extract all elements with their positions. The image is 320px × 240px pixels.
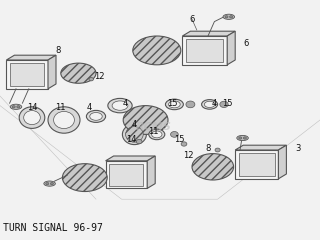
Polygon shape bbox=[278, 145, 286, 179]
Bar bbox=[186, 39, 223, 62]
Ellipse shape bbox=[24, 111, 40, 125]
Bar bbox=[6, 60, 48, 89]
Circle shape bbox=[46, 182, 49, 185]
Text: 6: 6 bbox=[189, 15, 195, 24]
Ellipse shape bbox=[53, 111, 75, 129]
Ellipse shape bbox=[123, 106, 168, 134]
Circle shape bbox=[89, 78, 93, 81]
Ellipse shape bbox=[126, 127, 143, 142]
Text: 12: 12 bbox=[94, 72, 104, 81]
Text: 8: 8 bbox=[205, 144, 211, 153]
Text: 11: 11 bbox=[56, 103, 66, 113]
Circle shape bbox=[229, 16, 233, 18]
Text: 6: 6 bbox=[244, 39, 249, 48]
Text: 4: 4 bbox=[87, 103, 92, 113]
Polygon shape bbox=[6, 55, 56, 60]
Ellipse shape bbox=[202, 100, 218, 109]
Ellipse shape bbox=[169, 101, 180, 108]
Text: 12: 12 bbox=[184, 151, 194, 161]
Ellipse shape bbox=[90, 113, 102, 120]
Ellipse shape bbox=[133, 36, 181, 65]
Bar bbox=[239, 153, 275, 176]
Ellipse shape bbox=[204, 101, 215, 108]
Circle shape bbox=[181, 142, 187, 146]
Ellipse shape bbox=[152, 131, 162, 138]
Ellipse shape bbox=[48, 107, 80, 133]
Text: 11: 11 bbox=[148, 127, 159, 137]
Bar bbox=[235, 150, 278, 179]
Ellipse shape bbox=[10, 104, 22, 109]
Bar bbox=[182, 36, 227, 65]
Text: 15: 15 bbox=[174, 135, 184, 144]
Circle shape bbox=[220, 101, 228, 108]
Circle shape bbox=[136, 139, 142, 144]
Ellipse shape bbox=[192, 154, 234, 180]
Text: TURN SIGNAL 96-97: TURN SIGNAL 96-97 bbox=[3, 223, 103, 233]
Ellipse shape bbox=[108, 98, 132, 113]
Circle shape bbox=[12, 106, 15, 108]
Text: 15: 15 bbox=[168, 99, 178, 108]
Text: 4: 4 bbox=[212, 99, 217, 108]
Ellipse shape bbox=[86, 110, 106, 122]
Polygon shape bbox=[235, 145, 286, 150]
Circle shape bbox=[17, 106, 20, 108]
Ellipse shape bbox=[19, 107, 45, 128]
Ellipse shape bbox=[165, 99, 183, 110]
Text: 15: 15 bbox=[222, 99, 232, 108]
Text: 14: 14 bbox=[27, 103, 37, 113]
Circle shape bbox=[50, 182, 53, 185]
Circle shape bbox=[239, 137, 242, 139]
Text: 4: 4 bbox=[132, 120, 137, 129]
Ellipse shape bbox=[223, 14, 235, 19]
Text: RCMS: RCMS bbox=[136, 122, 172, 132]
Text: 14: 14 bbox=[126, 135, 136, 144]
Ellipse shape bbox=[122, 124, 147, 144]
Circle shape bbox=[215, 148, 220, 152]
Polygon shape bbox=[182, 31, 235, 36]
Polygon shape bbox=[106, 156, 155, 161]
Bar bbox=[109, 164, 143, 186]
Ellipse shape bbox=[149, 129, 165, 140]
Ellipse shape bbox=[112, 101, 128, 110]
Polygon shape bbox=[147, 156, 155, 188]
Circle shape bbox=[225, 16, 228, 18]
Ellipse shape bbox=[237, 135, 248, 141]
Circle shape bbox=[186, 101, 195, 108]
Bar bbox=[106, 161, 147, 188]
Ellipse shape bbox=[61, 63, 96, 83]
Text: 4: 4 bbox=[122, 99, 127, 108]
Circle shape bbox=[171, 132, 178, 137]
Polygon shape bbox=[227, 31, 235, 65]
Polygon shape bbox=[48, 55, 56, 89]
Ellipse shape bbox=[62, 164, 107, 192]
Ellipse shape bbox=[44, 181, 55, 186]
Text: 3: 3 bbox=[295, 144, 300, 153]
Bar bbox=[10, 63, 44, 86]
Text: 8: 8 bbox=[55, 46, 60, 55]
Circle shape bbox=[243, 137, 246, 139]
